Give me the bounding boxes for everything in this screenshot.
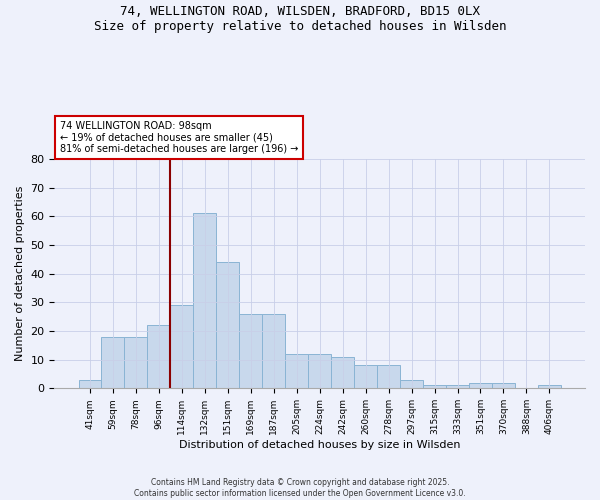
Bar bbox=[308, 354, 331, 388]
Bar bbox=[331, 357, 354, 388]
Text: 74 WELLINGTON ROAD: 98sqm
← 19% of detached houses are smaller (45)
81% of semi-: 74 WELLINGTON ROAD: 98sqm ← 19% of detac… bbox=[60, 121, 298, 154]
Bar bbox=[239, 314, 262, 388]
Bar bbox=[400, 380, 423, 388]
Bar bbox=[538, 386, 561, 388]
X-axis label: Distribution of detached houses by size in Wilsden: Distribution of detached houses by size … bbox=[179, 440, 460, 450]
Bar bbox=[262, 314, 285, 388]
Bar bbox=[469, 382, 492, 388]
Bar bbox=[285, 354, 308, 388]
Y-axis label: Number of detached properties: Number of detached properties bbox=[15, 186, 25, 362]
Bar bbox=[217, 262, 239, 388]
Bar bbox=[124, 336, 148, 388]
Bar bbox=[193, 214, 217, 388]
Bar bbox=[101, 336, 124, 388]
Bar bbox=[492, 382, 515, 388]
Text: 74, WELLINGTON ROAD, WILSDEN, BRADFORD, BD15 0LX
Size of property relative to de: 74, WELLINGTON ROAD, WILSDEN, BRADFORD, … bbox=[94, 5, 506, 33]
Bar bbox=[446, 386, 469, 388]
Bar bbox=[148, 325, 170, 388]
Bar bbox=[354, 366, 377, 388]
Bar bbox=[79, 380, 101, 388]
Bar bbox=[423, 386, 446, 388]
Bar bbox=[170, 305, 193, 388]
Bar bbox=[377, 366, 400, 388]
Text: Contains HM Land Registry data © Crown copyright and database right 2025.
Contai: Contains HM Land Registry data © Crown c… bbox=[134, 478, 466, 498]
